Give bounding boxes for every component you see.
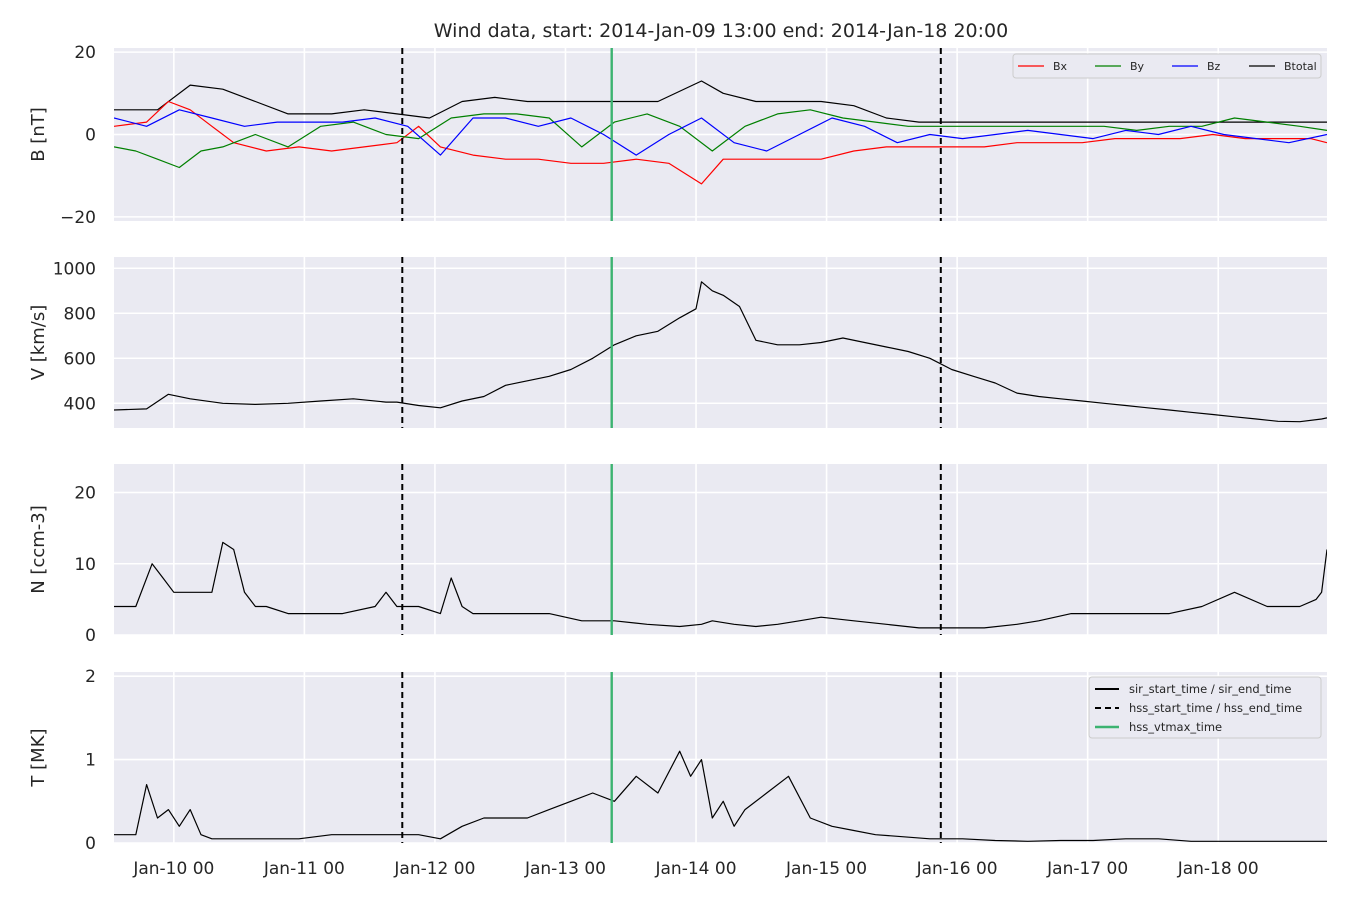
- series-line-n: [114, 541, 1327, 629]
- y-axis-label: N [ccm-3]: [28, 505, 49, 594]
- legend-label: Bz: [1207, 60, 1221, 73]
- y-tick-label: 800: [64, 304, 96, 324]
- panel-background: [114, 464, 1327, 635]
- y-tick-label: 20: [74, 43, 96, 63]
- y-axis-label: T [MK]: [28, 728, 49, 787]
- panel-2: 20 10 0 N [ccm-3]: [28, 464, 1327, 646]
- x-tick-label: Jan-10 00: [132, 859, 214, 879]
- series-line-bx: [114, 100, 1327, 185]
- legend-frame: [1012, 53, 1322, 79]
- series-line-btotal: [114, 80, 1327, 123]
- panel-1: 1000 800 600 400 V [km/s]: [28, 257, 1327, 428]
- series-line-bz: [114, 109, 1327, 156]
- panel-0: 20 0 −20 B [nT] Bx By Bz Btotal: [28, 43, 1327, 228]
- chart-title: Wind data, start: 2014-Jan-09 13:00 end:…: [434, 20, 1008, 42]
- panel-3: 2 1 0 T [MK] sir_start_time / sir_end_timehs…: [28, 667, 1327, 854]
- legend-label: By: [1130, 60, 1145, 73]
- legend-frame: [1088, 676, 1322, 739]
- y-axis-label: V [km/s]: [28, 305, 49, 380]
- legend-label: hss_vtmax_time: [1129, 720, 1222, 734]
- legend-label: Btotal: [1284, 60, 1317, 73]
- y-tick-label: 1000: [53, 259, 96, 279]
- y-tick-label: 400: [64, 394, 96, 414]
- y-tick-label: 1: [85, 751, 96, 771]
- y-tick-label: −20: [60, 208, 96, 228]
- y-tick-label: 10: [74, 555, 96, 575]
- y-tick-label: 2: [85, 667, 96, 687]
- x-tick-label: Jan-17 00: [1046, 859, 1128, 879]
- panel-background: [114, 257, 1327, 428]
- b-legend: Bx By Bz Btotal: [1012, 53, 1322, 79]
- x-tick-label: Jan-16 00: [916, 859, 998, 879]
- series-group: [114, 541, 1327, 629]
- x-tick-label: Jan-18 00: [1177, 859, 1259, 879]
- event-legend: sir_start_time / sir_end_time hss_start_t…: [1088, 676, 1322, 739]
- y-tick-label: 600: [64, 349, 96, 369]
- y-axis-label: B [nT]: [28, 107, 49, 162]
- x-tick-label: Jan-12 00: [393, 859, 475, 879]
- series-line-t: [114, 750, 1327, 842]
- series-group: [114, 80, 1327, 185]
- legend-label: hss_start_time / hss_end_time: [1129, 701, 1302, 715]
- legend-label: Bx: [1053, 60, 1068, 73]
- y-tick-label: 0: [85, 834, 96, 854]
- x-tick-label: Jan-14 00: [655, 859, 737, 879]
- y-tick-label: 0: [85, 126, 96, 146]
- series-group: [114, 281, 1327, 423]
- legend-label: sir_start_time / sir_end_time: [1129, 682, 1291, 696]
- x-tick-label: Jan-11 00: [263, 859, 345, 879]
- y-tick-label: 20: [74, 484, 96, 504]
- x-tick-label: Jan-13 00: [524, 859, 606, 879]
- y-tick-label: 0: [85, 626, 96, 646]
- series-line-v: [114, 281, 1327, 423]
- series-line-by: [114, 109, 1327, 169]
- x-tick-labels: Jan-10 00 Jan-11 00 Jan-12 00 Jan-13 00 Jan-…: [132, 859, 1258, 879]
- x-tick-label: Jan-15 00: [785, 859, 867, 879]
- series-group: [114, 750, 1327, 842]
